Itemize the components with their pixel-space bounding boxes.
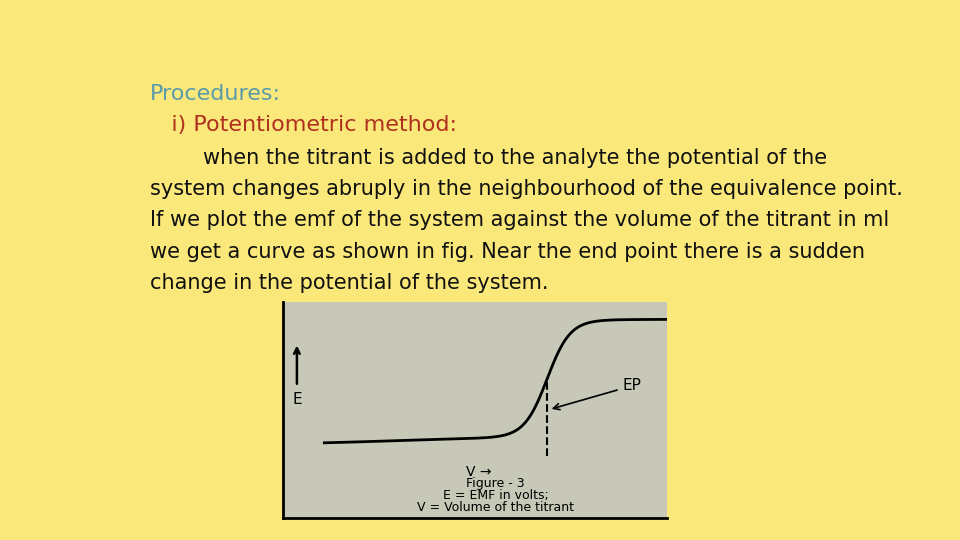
Text: EP: EP — [553, 379, 641, 410]
Text: when the titrant is added to the analyte the potential of the: when the titrant is added to the analyte… — [150, 148, 827, 168]
Text: i) Potentiometric method:: i) Potentiometric method: — [150, 114, 457, 134]
Text: system changes abruply in the neighbourhood of the equivalence point.: system changes abruply in the neighbourh… — [150, 179, 902, 199]
Text: we get a curve as shown in fig. Near the end point there is a sudden: we get a curve as shown in fig. Near the… — [150, 241, 865, 261]
Text: Figure - 3: Figure - 3 — [467, 477, 525, 490]
Text: V →: V → — [466, 465, 492, 480]
Text: E = EMF in volts;: E = EMF in volts; — [443, 489, 549, 502]
Text: Procedures:: Procedures: — [150, 84, 280, 104]
Text: If we plot the emf of the system against the volume of the titrant in ml: If we plot the emf of the system against… — [150, 210, 889, 231]
Text: V = Volume of the titrant: V = Volume of the titrant — [418, 501, 574, 514]
Text: change in the potential of the system.: change in the potential of the system. — [150, 273, 548, 293]
Text: E: E — [292, 392, 301, 407]
